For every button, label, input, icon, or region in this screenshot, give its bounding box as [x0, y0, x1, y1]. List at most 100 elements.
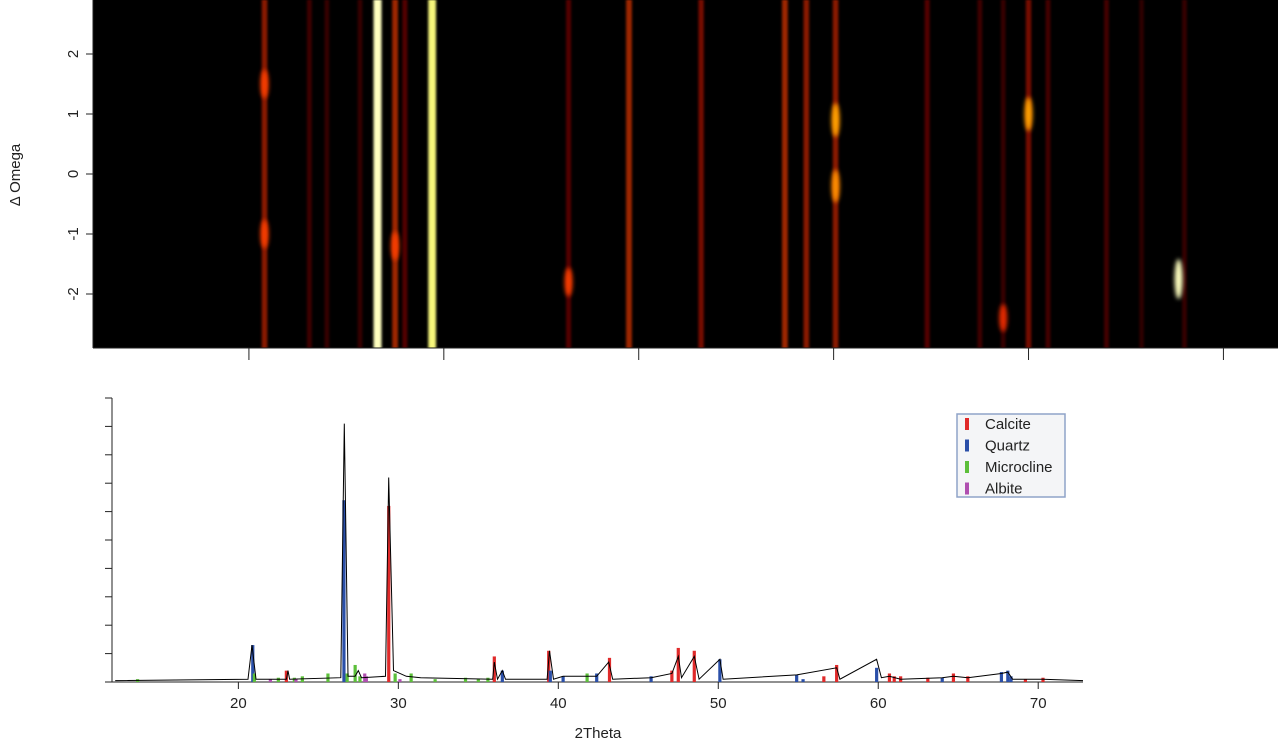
phase-stick	[486, 677, 490, 682]
phase-stick	[561, 676, 565, 682]
phase-stick	[409, 673, 413, 682]
streak	[357, 0, 363, 348]
phase-stick	[1006, 670, 1010, 682]
legend-swatch	[965, 482, 969, 495]
phase-stick	[926, 677, 930, 682]
spot	[831, 169, 840, 203]
y-tick-label: 0	[65, 170, 82, 178]
phase-stick	[999, 672, 1004, 682]
phase-stick	[607, 657, 612, 682]
spot	[831, 103, 840, 137]
phase-stick	[387, 505, 391, 682]
spot	[1024, 97, 1033, 131]
phase-stick	[358, 676, 362, 682]
x-tick-label: 60	[870, 695, 887, 712]
y-tick-label: 2	[65, 50, 82, 58]
phase-stick	[353, 664, 357, 682]
phase-stick	[892, 676, 896, 682]
x-tick-label: 20	[230, 695, 247, 712]
legend-label: Microcline	[985, 459, 1053, 476]
legend	[956, 413, 1066, 498]
streak	[1182, 0, 1187, 348]
spot	[260, 69, 269, 99]
pattern-line	[115, 423, 1084, 682]
phase-stick	[692, 650, 696, 682]
spot	[564, 267, 573, 297]
phase-stick	[268, 679, 272, 682]
streak	[1104, 0, 1109, 348]
streak	[306, 0, 312, 348]
phase-stick	[393, 673, 397, 682]
legend-swatch	[965, 418, 969, 430]
streak	[1000, 0, 1006, 348]
y-tick-label: 1	[65, 110, 82, 118]
x-tick-label: 30	[390, 695, 407, 712]
phase-stick	[345, 673, 349, 682]
legend-label: Quartz	[985, 438, 1030, 455]
phase-stick	[951, 673, 956, 682]
phase-stick	[342, 500, 346, 682]
phase-stick	[875, 667, 879, 682]
y-tick-label: -2	[65, 287, 82, 300]
phase-stick	[649, 676, 653, 682]
phase-stick	[718, 659, 722, 682]
streak	[1139, 0, 1144, 348]
streak	[373, 0, 382, 348]
streak	[566, 0, 572, 348]
spot	[391, 231, 400, 261]
streak	[626, 0, 632, 348]
phase-stick	[364, 676, 368, 682]
y-tick-label: -1	[65, 227, 82, 240]
x-tick-label: 40	[550, 695, 567, 712]
phase-stick	[476, 679, 480, 682]
phase-stick	[463, 677, 468, 682]
streak	[924, 0, 930, 348]
phase-stick	[252, 673, 256, 682]
spot	[1174, 259, 1183, 299]
streak	[698, 0, 704, 348]
phase-stick	[1041, 677, 1045, 682]
streak	[1045, 0, 1051, 348]
streak	[324, 0, 330, 348]
y-axis-label: Δ Omega	[7, 143, 24, 206]
legend-label: Albite	[985, 481, 1023, 498]
phase-stick	[822, 676, 826, 682]
phase-stick	[276, 677, 280, 682]
streak	[803, 0, 810, 348]
phase-stick	[548, 670, 552, 682]
spot	[999, 304, 1008, 332]
phase-stick	[966, 676, 970, 682]
phase-stick	[595, 673, 599, 682]
x-tick-label: 50	[710, 695, 727, 712]
phase-stick	[1023, 679, 1028, 682]
phase-stick	[294, 679, 298, 682]
x-axis-label: 2Theta	[575, 725, 622, 742]
phase-stick	[1009, 676, 1013, 682]
spot	[260, 219, 269, 249]
phase-stick	[251, 645, 255, 682]
phase-stick	[795, 674, 799, 682]
streak	[392, 0, 398, 348]
phase-stick	[284, 670, 288, 682]
legend-swatch	[965, 439, 969, 452]
phase-stick	[547, 650, 551, 682]
legend-swatch	[965, 461, 969, 473]
streak	[261, 0, 268, 348]
legend-label: Calcite	[985, 416, 1031, 433]
phase-stick	[500, 670, 504, 682]
phase-stick	[676, 647, 680, 682]
phase-stick	[887, 673, 892, 682]
streak	[402, 0, 408, 348]
streak	[1025, 0, 1032, 348]
streak	[977, 0, 983, 348]
phase-stick	[940, 677, 944, 682]
phase-stick	[835, 664, 839, 682]
streak	[428, 0, 437, 348]
phase-stick	[433, 679, 437, 682]
phase-stick	[398, 679, 402, 682]
heatmap	[260, 0, 1187, 348]
streak	[781, 0, 788, 348]
phase-stick	[801, 679, 805, 682]
